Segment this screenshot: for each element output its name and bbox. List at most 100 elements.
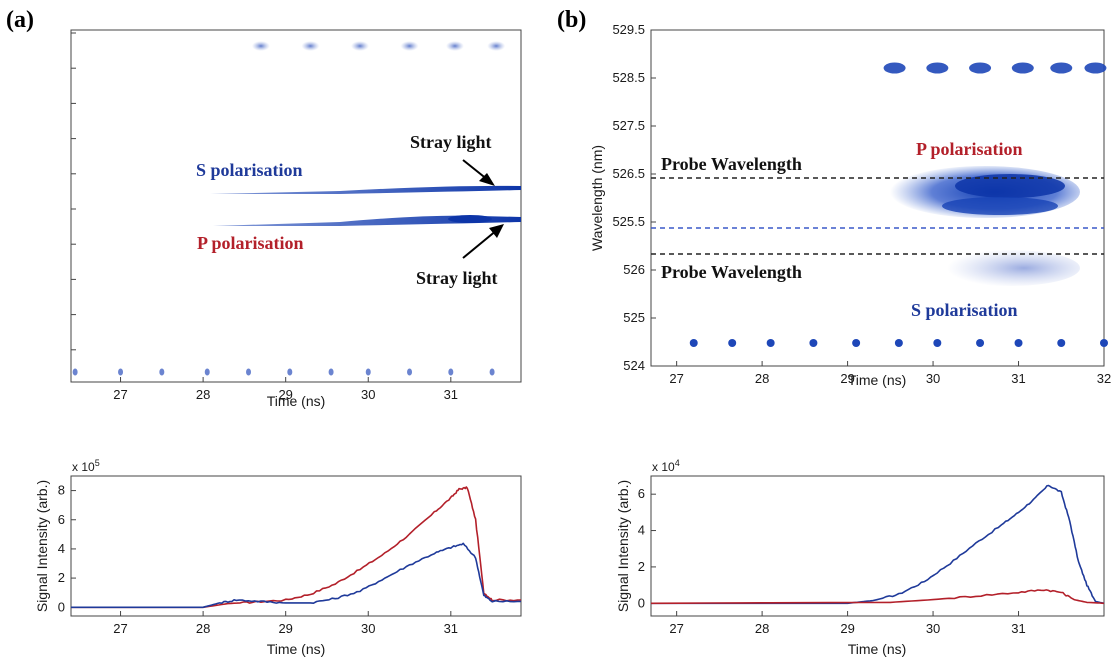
reference-spot	[1084, 62, 1107, 74]
red-signal-line	[650, 589, 1105, 605]
panel-a-image: 27 28 29 30 31 S polarisation P polarisation…	[70, 29, 522, 409]
plot-frame	[70, 475, 522, 617]
y-multiplier-b: x 104	[652, 458, 680, 474]
x-tick-label: 31	[1011, 621, 1025, 636]
panel-label-b: (b)	[557, 7, 586, 33]
x-axis-label-a: Time (ns)	[267, 393, 326, 409]
reference-spot	[400, 41, 419, 51]
probe-wavelength-label-bottom: Probe Wavelength	[661, 262, 802, 282]
reference-spot	[445, 41, 464, 51]
plot-frame	[650, 29, 1105, 367]
s-polarisation-label-b: S polarisation	[911, 300, 1018, 320]
plot-frame	[70, 29, 522, 383]
x-tick-label: 27	[669, 621, 683, 636]
reference-spot	[894, 339, 903, 347]
y-axis-label-b-bottom: Signal Intensity (arb.)	[615, 480, 631, 612]
y-tick-label: 524	[623, 358, 645, 373]
y-tick-label: 526.5	[612, 166, 645, 181]
y-tick-label: 2	[638, 559, 645, 574]
signal-blobs	[890, 166, 1080, 286]
x-tick-label: 32	[1097, 371, 1111, 386]
reference-spot	[852, 339, 861, 347]
reference-spot	[1014, 339, 1023, 347]
x-tick-label: 28	[196, 621, 210, 636]
x-tick-label: 27	[669, 371, 683, 386]
y-tick-label: 526	[623, 262, 645, 277]
reference-spot	[118, 368, 124, 376]
reference-spot	[969, 62, 992, 74]
s-polarisation-label: S polarisation	[196, 160, 303, 180]
panel-b-image: 27 28 29 30 31 32 529.5 528.5 527.5 526.5 525.5 526…	[589, 22, 1111, 388]
x-axis-label-b: Time (ns)	[848, 372, 907, 388]
y-axis-label-b: Wavelength (nm)	[589, 145, 605, 251]
reference-spot	[1011, 62, 1034, 74]
x-axis-label-a-bottom: Time (ns)	[267, 641, 326, 657]
panel-b-signal-plot: 27 28 29 30 31 0 2 4 6 x 104 Time (ns) Signal In…	[615, 458, 1105, 657]
x-tick-label: 31	[1011, 371, 1025, 386]
x-tick-label: 30	[926, 621, 940, 636]
reference-spot	[728, 339, 737, 347]
reference-spot	[489, 368, 495, 376]
y-tick-label: 6	[58, 512, 65, 527]
reference-spot	[689, 339, 698, 347]
p-streak-core	[448, 215, 492, 223]
reference-spot	[328, 368, 334, 376]
reference-spot	[251, 41, 270, 51]
y-tick-label: 4	[638, 523, 645, 538]
y-tick-label: 529.5	[612, 22, 645, 37]
plot-frame	[650, 475, 1105, 617]
x-tick-label: 28	[755, 621, 769, 636]
reference-spot	[926, 62, 949, 74]
x-tick-label: 29	[840, 371, 854, 386]
panel-label-a: (a)	[6, 7, 34, 33]
x-tick-label: 30	[361, 621, 375, 636]
y-tick-label: 0	[638, 595, 645, 610]
panel-a-signal-plot: 27 28 29 30 31 0 2 4 6 8 x 105 Time (ns) Signal I…	[34, 458, 522, 657]
blue-signal-line	[651, 484, 1105, 605]
reference-spot	[1057, 339, 1066, 347]
reference-spot	[301, 41, 320, 51]
x-tick-label: 30	[926, 371, 940, 386]
y-tick-label: 2	[58, 570, 65, 585]
y-tick-label: 528.5	[612, 70, 645, 85]
reference-spot	[933, 339, 942, 347]
stray-light-label-top: Stray light	[410, 132, 492, 152]
x-tick-label: 30	[361, 387, 375, 402]
y-tick-label: 4	[58, 541, 65, 556]
x-tick-label: 31	[444, 387, 458, 402]
x-axis-label-b-bottom: Time (ns)	[848, 641, 907, 657]
reference-spot	[1100, 339, 1108, 347]
p-polarisation-label: P polarisation	[197, 233, 304, 253]
s-polarisation-streak	[210, 185, 521, 194]
y-tick-label: 8	[58, 483, 65, 498]
p-polarisation-label-b: P polarisation	[916, 139, 1023, 159]
probe-wavelength-label-top: Probe Wavelength	[661, 154, 802, 174]
reference-spot	[365, 368, 371, 376]
reference-spot	[1050, 62, 1073, 74]
red-signal-line	[71, 486, 522, 609]
x-tick-label: 29	[278, 621, 292, 636]
y-axis-label-a-bottom: Signal Intensity (arb.)	[34, 480, 50, 612]
y-tick-label: 6	[638, 486, 645, 501]
reference-spot	[448, 368, 454, 376]
x-tick-label: 28	[196, 387, 210, 402]
reference-spot	[246, 368, 252, 376]
y-tick-label: 525	[623, 310, 645, 325]
x-tick-label: 28	[755, 371, 769, 386]
x-tick-label: 29	[278, 387, 292, 402]
stray-light-arrow-top	[462, 159, 495, 186]
stray-light-arrow-bottom	[462, 224, 504, 259]
stray-light-label-bottom: Stray light	[416, 268, 498, 288]
reference-spot	[204, 368, 210, 376]
x-tick-label: 27	[113, 387, 127, 402]
reference-spot	[809, 339, 818, 347]
reference-spot	[766, 339, 775, 347]
blue-signal-line	[71, 542, 521, 609]
x-tick-label: 27	[113, 621, 127, 636]
p-polarisation-streak	[213, 215, 521, 226]
reference-spot	[72, 368, 78, 376]
x-tick-label: 29	[840, 621, 854, 636]
reference-spot	[350, 41, 369, 51]
y-tick-label: 527.5	[612, 118, 645, 133]
